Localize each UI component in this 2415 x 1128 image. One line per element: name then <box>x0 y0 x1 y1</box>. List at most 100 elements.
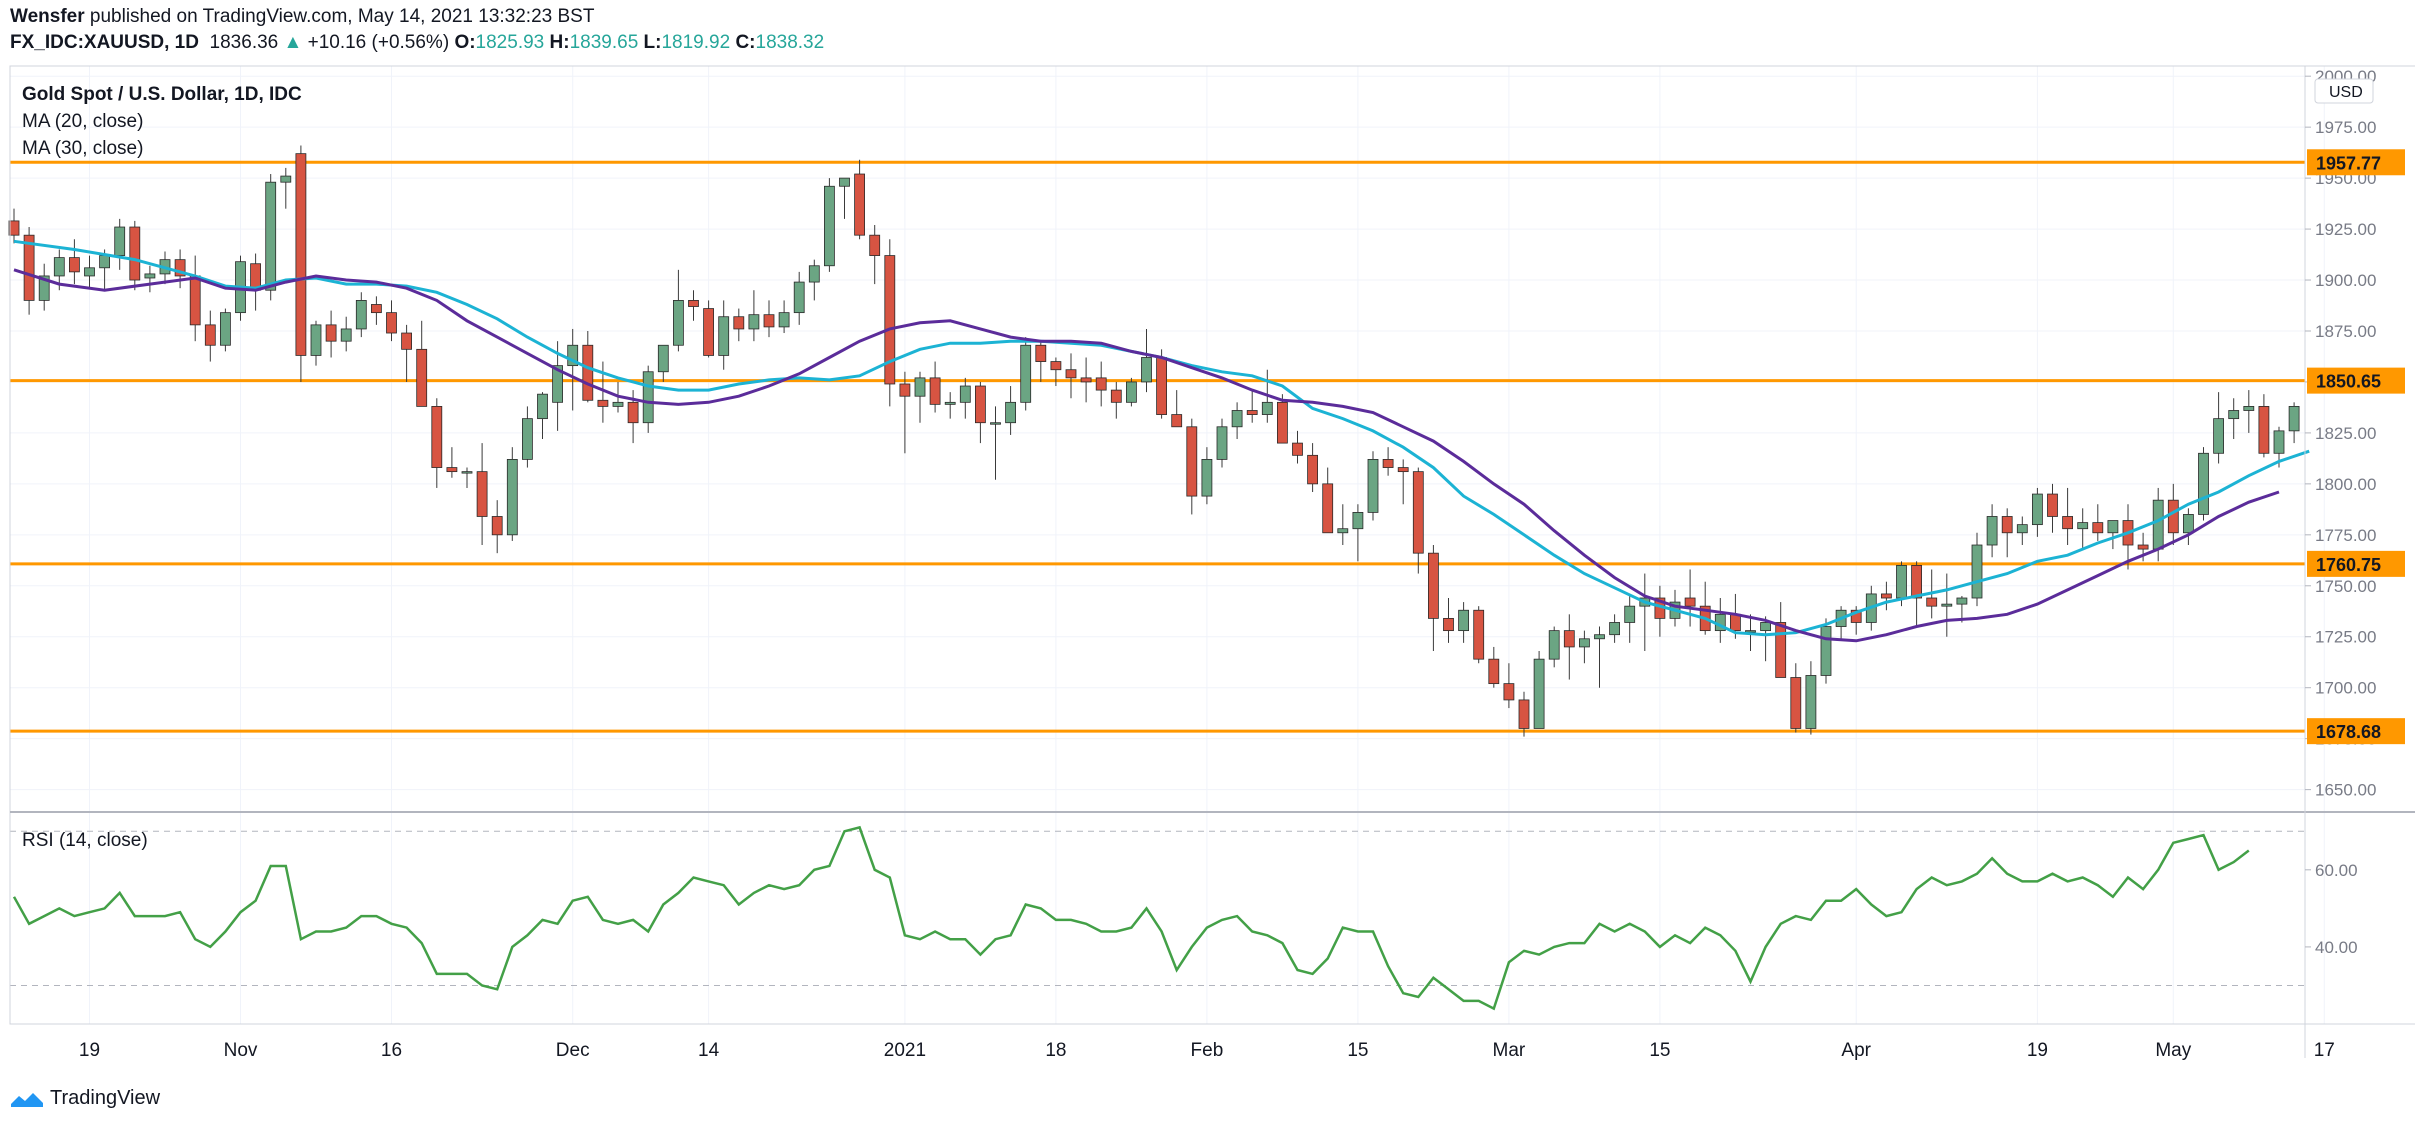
candle-body <box>265 181 277 291</box>
price-tick-label: 1650.00 <box>2315 781 2376 800</box>
chart-legend: Gold Spot / U.S. Dollar, 1D, IDC MA (20,… <box>22 84 302 851</box>
candle-body <box>1684 597 1696 607</box>
candle-body <box>1156 357 1167 415</box>
candle <box>8 208 20 244</box>
candle <box>265 174 277 301</box>
candle <box>310 320 322 366</box>
candle-body <box>280 175 292 183</box>
candle <box>1941 573 1953 637</box>
last-price: 1836.36 <box>209 32 279 53</box>
candle <box>219 308 231 352</box>
candle <box>748 290 760 342</box>
candle-body <box>914 377 926 397</box>
candle <box>1639 573 1651 652</box>
ma30-line <box>13 239 2310 637</box>
candle-body <box>129 226 141 281</box>
author-name[interactable]: Wensfer <box>10 6 85 27</box>
candle-body <box>1171 414 1183 428</box>
low-label: L: <box>643 32 662 53</box>
candle <box>1488 646 1500 688</box>
chart-frame <box>9 65 2415 1025</box>
tradingview-logo[interactable]: TradingView <box>10 1087 160 1110</box>
candle <box>476 443 488 546</box>
candle-body <box>1292 442 1303 456</box>
time-tick-label: 19 <box>79 1040 100 1061</box>
candle-body <box>1035 344 1047 362</box>
candle-body <box>506 459 518 536</box>
candle <box>567 328 579 411</box>
candle-body <box>355 300 367 330</box>
candle-body <box>1216 426 1228 460</box>
level-price-label: 1957.77 <box>2316 153 2381 173</box>
candle-body <box>1397 467 1409 473</box>
candle-body <box>1488 658 1500 685</box>
candle-body <box>1820 626 1832 676</box>
time-tick-label: 14 <box>698 1040 720 1061</box>
candle <box>959 377 971 419</box>
candle-body <box>1609 622 1620 636</box>
candle-body <box>1065 369 1077 379</box>
candle <box>84 255 95 289</box>
candle <box>1986 504 1998 558</box>
candle <box>869 224 881 285</box>
level-price-label: 1678.68 <box>2316 722 2381 742</box>
candle-body <box>2182 514 2194 534</box>
candle <box>416 320 428 407</box>
rsi-tick-label: 60.00 <box>2315 861 2358 880</box>
candlestick-series <box>8 145 2300 737</box>
candle-body <box>808 265 820 283</box>
candle-body <box>1005 401 1016 424</box>
candle <box>1805 661 1817 735</box>
candle <box>1050 357 1062 387</box>
candle <box>1533 651 1545 729</box>
candle-body <box>401 332 413 350</box>
candle-body <box>99 255 110 269</box>
candle <box>1201 447 1213 505</box>
price-tick-label: 1975.00 <box>2315 118 2376 137</box>
candle <box>1005 386 1016 435</box>
candle <box>1231 402 1243 440</box>
candle <box>2213 392 2225 464</box>
time-tick-label: May <box>2155 1040 2191 1061</box>
candle-body <box>899 383 911 397</box>
candle-body <box>1730 613 1741 632</box>
candle-body <box>325 324 337 342</box>
time-tick-label: 18 <box>1045 1040 1066 1061</box>
candle <box>431 398 443 488</box>
candle <box>703 300 714 358</box>
support-resistance-levels <box>10 160 2305 733</box>
candle <box>522 406 533 468</box>
level-price-label: 1760.75 <box>2316 555 2381 575</box>
candle-body <box>1624 605 1636 623</box>
candle-body <box>8 220 20 236</box>
candle-body <box>2228 410 2240 420</box>
candle <box>174 249 186 289</box>
candle-body <box>1095 377 1107 391</box>
candle-body <box>793 281 805 314</box>
candle <box>401 324 413 382</box>
candle <box>1971 532 1983 607</box>
candle <box>1835 606 1847 639</box>
candle-body <box>1911 564 1922 599</box>
candle <box>1473 606 1485 664</box>
candle-body <box>869 234 881 256</box>
symbol-line: FX_IDC:XAUUSD, 1D 1836.36 ▲ +10.16 (+0.5… <box>10 32 824 54</box>
time-tick-label: 19 <box>2027 1040 2048 1061</box>
candle-body <box>219 312 231 346</box>
candle-body <box>1277 401 1288 444</box>
candle-body <box>2288 406 2300 432</box>
candle-body <box>2273 430 2285 454</box>
candle <box>1428 545 1439 652</box>
level-price-tag <box>2307 550 2405 577</box>
candle <box>1277 394 1288 444</box>
candle <box>1563 614 1575 680</box>
candle <box>1609 614 1620 643</box>
candle <box>733 308 745 342</box>
candle <box>2107 520 2119 550</box>
candle <box>1684 569 1696 627</box>
candle-body <box>1745 630 1756 633</box>
time-tick-label: 15 <box>1347 1040 1368 1061</box>
candle-body <box>310 324 322 356</box>
candle-body <box>431 406 443 468</box>
